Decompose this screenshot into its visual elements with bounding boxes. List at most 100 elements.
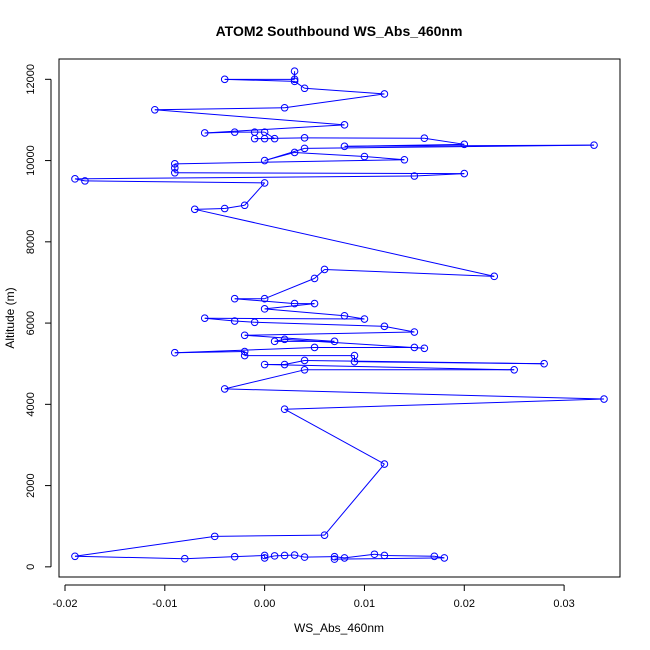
data-point [310, 299, 319, 308]
data-point [510, 366, 518, 374]
series-segment [174, 351, 245, 354]
data-point [590, 141, 598, 149]
series-segment [154, 109, 345, 126]
data-point [600, 395, 608, 403]
series-segment [264, 151, 295, 162]
data-point [490, 272, 499, 281]
data-point [330, 337, 339, 346]
data-point [380, 90, 389, 98]
data-point [330, 552, 339, 561]
series-segment [264, 277, 315, 300]
series-segment [174, 172, 465, 175]
data-point [310, 343, 319, 352]
data-point [430, 552, 439, 561]
data-point [170, 160, 179, 168]
series-segment [204, 317, 235, 322]
series-segment [414, 346, 425, 349]
data-point [300, 366, 309, 374]
y-tick-label: 12000 [25, 64, 37, 95]
series-segment [284, 338, 425, 349]
series-segment [194, 208, 495, 277]
data-point [360, 315, 369, 323]
series-segment [264, 303, 315, 310]
data-point [170, 164, 179, 172]
data-point [300, 134, 309, 142]
y-axis: 0 2000 4000 6000 8000 10000 12000 [25, 64, 52, 570]
data-point [340, 554, 349, 562]
x-tick-label: 0.02 [454, 598, 475, 610]
series-segment [254, 321, 385, 327]
data-point [400, 155, 409, 164]
data-point [340, 142, 349, 151]
data-point [270, 552, 279, 560]
series-segment [334, 557, 445, 560]
series-segment [204, 124, 345, 134]
series-segment [224, 388, 605, 400]
data-point [210, 532, 219, 541]
y-tick-label: 4000 [25, 392, 37, 416]
series-segment [414, 173, 465, 177]
y-tick-label: 2000 [25, 473, 37, 497]
data-point [410, 172, 419, 180]
series-segment [304, 359, 545, 365]
x-axis: -0.02 -0.01 0.00 0.01 0.02 0.03 [52, 584, 575, 610]
y-tick-label: 6000 [25, 311, 37, 335]
x-tick-label: -0.01 [152, 598, 177, 610]
series-segment [304, 144, 595, 149]
data-point [320, 265, 329, 274]
data-point [460, 140, 469, 149]
x-tick-label: 0.01 [354, 598, 375, 610]
series-segment [204, 317, 365, 320]
data-point [200, 314, 209, 323]
series-segment [264, 131, 275, 140]
series-segment [334, 556, 345, 559]
series-segment [344, 553, 375, 559]
data-point [230, 294, 239, 303]
data-point [340, 311, 349, 320]
data-point [280, 335, 289, 344]
series-segment [284, 398, 605, 410]
data-point [410, 328, 419, 336]
data-point [340, 121, 349, 129]
data-point [270, 134, 279, 143]
x-tick-label: -0.02 [52, 598, 77, 610]
series-segment [254, 137, 305, 140]
series-segment [364, 156, 405, 161]
data-point [260, 305, 269, 313]
data-point [260, 294, 269, 303]
series-segment [284, 408, 385, 465]
series-segment [374, 553, 385, 556]
data-point [230, 552, 239, 561]
data-point [290, 299, 299, 308]
data-point [420, 344, 429, 353]
data-point [310, 274, 319, 283]
data-point [380, 322, 389, 331]
data-point [290, 67, 299, 75]
data-point [300, 144, 309, 153]
data-point [81, 177, 89, 185]
series-segment [84, 180, 265, 184]
series-segment [74, 175, 415, 180]
x-axis-label: WS_Abs_460nm [294, 621, 384, 635]
series-segment [294, 554, 305, 558]
data-point [260, 551, 269, 560]
series-segment [194, 208, 225, 210]
data-point [460, 169, 469, 178]
series-segment [384, 325, 415, 333]
series-segment [274, 338, 285, 342]
data-point [260, 134, 269, 143]
series-segment [214, 534, 325, 537]
series-segment [284, 93, 385, 109]
data-point [170, 168, 179, 177]
plot-frame [58, 58, 621, 578]
data-point [290, 148, 299, 157]
series-segment [324, 268, 495, 277]
series-segment [264, 555, 275, 559]
data-point [200, 129, 209, 137]
data-point [350, 357, 359, 366]
data-point [71, 552, 79, 561]
data-point [360, 152, 369, 161]
data-point [290, 551, 299, 559]
data-point [300, 553, 309, 561]
data-point [260, 156, 269, 165]
